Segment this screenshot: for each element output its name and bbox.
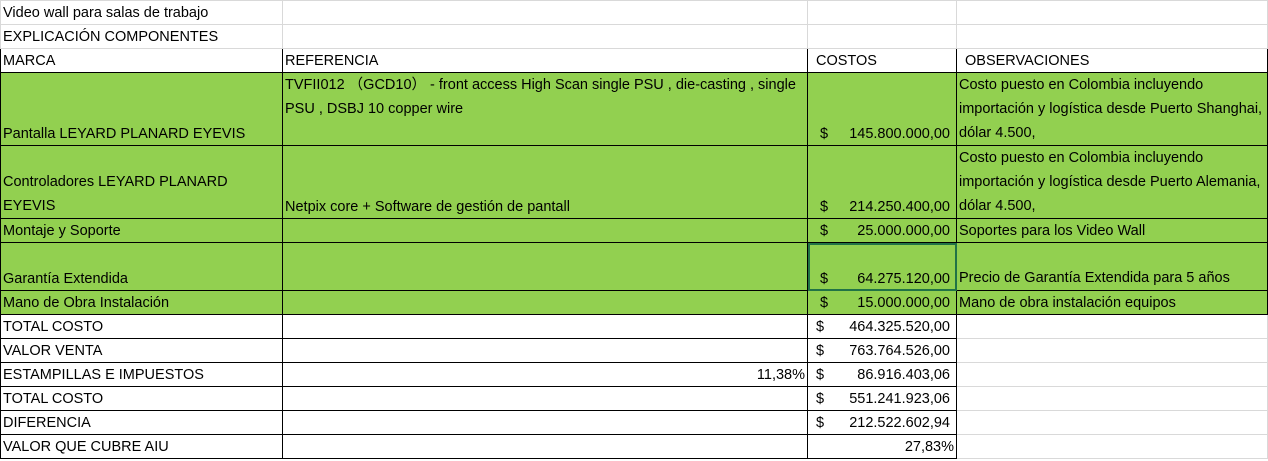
cell-summary-label[interactable]: VALOR QUE CUBRE AIU <box>0 434 283 459</box>
summary-value: 86.916.403,06 <box>857 367 950 383</box>
table-row: Pantalla LEYARD PLANARD EYEVIS TVFII012 … <box>0 72 1268 146</box>
cell-summary-value[interactable]: $212.522.602,94 <box>807 410 957 435</box>
cell-observacion[interactable]: Mano de obra instalación equipos <box>956 290 1268 315</box>
cell-empty[interactable] <box>956 0 1268 25</box>
summary-row: VALOR QUE CUBRE AIU 27,83% <box>0 434 1268 459</box>
cell-referencia[interactable]: Netpix core + Software de gestión de pan… <box>282 145 808 219</box>
currency-symbol: $ <box>816 415 825 431</box>
cell-referencia[interactable] <box>282 218 808 243</box>
cell-costo-selected[interactable]: $64.275.120,00 <box>807 242 957 291</box>
cell-referencia[interactable] <box>282 290 808 315</box>
cell-costo[interactable]: $145.800.000,00 <box>807 72 957 146</box>
cell-empty[interactable] <box>956 434 1268 459</box>
cell-summary-extra[interactable] <box>282 386 808 411</box>
cell-empty[interactable] <box>956 362 1268 387</box>
summary-row: TOTAL COSTO $464.325.520,00 <box>0 314 1268 339</box>
cell-summary-extra[interactable] <box>282 314 808 339</box>
summary-value: 464.325.520,00 <box>849 319 950 335</box>
table-row: Garantía Extendida $64.275.120,00 Precio… <box>0 242 1268 291</box>
title-row: Video wall para salas de trabajo <box>0 0 1268 25</box>
cell-title[interactable]: Video wall para salas de trabajo <box>0 0 283 25</box>
cell-summary-label[interactable]: ESTAMPILLAS E IMPUESTOS <box>0 362 283 387</box>
table-row: Mano de Obra Instalación $15.000.000,00 … <box>0 290 1268 315</box>
cell-marca[interactable]: Montaje y Soporte <box>0 218 283 243</box>
cost-value: 15.000.000,00 <box>857 295 950 311</box>
summary-row: TOTAL COSTO $551.241.923,06 <box>0 386 1268 411</box>
summary-row: DIFERENCIA $212.522.602,94 <box>0 410 1268 435</box>
header-observaciones[interactable]: OBSERVACIONES <box>956 48 1268 73</box>
cost-value: 25.000.000,00 <box>857 223 950 239</box>
table-row: Controladores LEYARD PLANARD EYEVIS Netp… <box>0 145 1268 219</box>
cost-value: 145.800.000,00 <box>849 126 950 142</box>
cell-summary-value[interactable]: 27,83% <box>807 434 957 459</box>
cell-observacion[interactable]: Precio de Garantía Extendida para 5 años <box>956 242 1268 291</box>
currency-symbol: $ <box>820 271 829 287</box>
table-row: Montaje y Soporte $25.000.000,00 Soporte… <box>0 218 1268 243</box>
cell-summary-extra[interactable] <box>282 434 808 459</box>
header-referencia[interactable]: REFERENCIA <box>282 48 808 73</box>
cell-observacion[interactable]: Costo puesto en Colombia incluyendo impo… <box>956 145 1268 219</box>
cell-costo[interactable]: $214.250.400,00 <box>807 145 957 219</box>
cell-summary-value[interactable]: $551.241.923,06 <box>807 386 957 411</box>
cell-summary-label[interactable]: VALOR VENTA <box>0 338 283 363</box>
cell-marca[interactable]: Mano de Obra Instalación <box>0 290 283 315</box>
cell-empty[interactable] <box>956 386 1268 411</box>
summary-value: 27,83% <box>904 439 954 455</box>
cell-summary-label[interactable]: TOTAL COSTO <box>0 386 283 411</box>
summary-row: VALOR VENTA $763.764.526,00 <box>0 338 1268 363</box>
cell-summary-value[interactable]: $464.325.520,00 <box>807 314 957 339</box>
cell-costo[interactable]: $15.000.000,00 <box>807 290 957 315</box>
cell-empty[interactable] <box>282 0 808 25</box>
cell-marca[interactable]: Pantalla LEYARD PLANARD EYEVIS <box>0 72 283 146</box>
cell-summary-value[interactable]: $763.764.526,00 <box>807 338 957 363</box>
currency-symbol: $ <box>816 343 825 359</box>
cell-empty[interactable] <box>956 338 1268 363</box>
cell-empty[interactable] <box>956 24 1268 49</box>
cost-value: 64.275.120,00 <box>857 271 950 287</box>
cell-subtitle[interactable]: EXPLICACIÓN COMPONENTES <box>0 24 283 49</box>
cell-costo[interactable]: $25.000.000,00 <box>807 218 957 243</box>
cell-empty[interactable] <box>807 24 957 49</box>
currency-symbol: $ <box>820 223 829 239</box>
currency-symbol: $ <box>820 126 829 142</box>
currency-symbol: $ <box>816 367 825 383</box>
currency-symbol: $ <box>816 319 825 335</box>
cell-summary-value[interactable]: $86.916.403,06 <box>807 362 957 387</box>
header-marca[interactable]: MARCA <box>0 48 283 73</box>
cell-marca[interactable]: Controladores LEYARD PLANARD EYEVIS <box>0 145 283 219</box>
cell-referencia[interactable]: TVFII012 （GCD10） - front access High Sca… <box>282 72 808 146</box>
cell-empty[interactable] <box>807 0 957 25</box>
summary-row: ESTAMPILLAS E IMPUESTOS 11,38% $86.916.4… <box>0 362 1268 387</box>
currency-symbol: $ <box>816 391 825 407</box>
header-row: MARCA REFERENCIA COSTOS OBSERVACIONES <box>0 48 1268 73</box>
cell-summary-extra[interactable] <box>282 410 808 435</box>
cell-marca[interactable]: Garantía Extendida <box>0 242 283 291</box>
cell-summary-extra[interactable] <box>282 338 808 363</box>
summary-value: 763.764.526,00 <box>849 343 950 359</box>
cell-referencia[interactable] <box>282 242 808 291</box>
cell-empty[interactable] <box>282 24 808 49</box>
cell-summary-extra[interactable]: 11,38% <box>282 362 808 387</box>
header-costos[interactable]: COSTOS <box>807 48 957 73</box>
cell-empty[interactable] <box>956 410 1268 435</box>
cell-empty[interactable] <box>956 314 1268 339</box>
cell-summary-label[interactable]: TOTAL COSTO <box>0 314 283 339</box>
summary-value: 551.241.923,06 <box>849 391 950 407</box>
summary-value: 212.522.602,94 <box>849 415 950 431</box>
cell-summary-label[interactable]: DIFERENCIA <box>0 410 283 435</box>
cell-observacion[interactable]: Soportes para los Video Wall <box>956 218 1268 243</box>
subtitle-row: EXPLICACIÓN COMPONENTES <box>0 24 1268 49</box>
currency-symbol: $ <box>820 295 829 311</box>
cell-observacion[interactable]: Costo puesto en Colombia incluyendo impo… <box>956 72 1268 146</box>
currency-symbol: $ <box>820 199 829 215</box>
cost-value: 214.250.400,00 <box>849 199 950 215</box>
